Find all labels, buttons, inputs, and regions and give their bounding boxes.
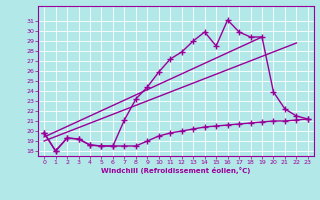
X-axis label: Windchill (Refroidissement éolien,°C): Windchill (Refroidissement éolien,°C) — [101, 167, 251, 174]
